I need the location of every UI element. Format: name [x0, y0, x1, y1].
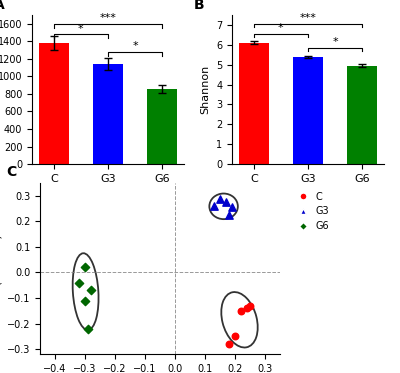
Text: *: * — [78, 24, 84, 34]
Point — [226, 341, 232, 347]
Text: ***: *** — [300, 13, 316, 23]
Point — [229, 204, 235, 210]
Point — [217, 197, 223, 203]
Bar — [347, 66, 377, 164]
Bar — [239, 43, 269, 164]
Point — [247, 303, 253, 309]
Y-axis label: PC2(15.17%): PC2(15.17%) — [0, 232, 1, 305]
Text: A: A — [0, 0, 5, 12]
Point — [76, 280, 82, 286]
Point — [85, 326, 91, 332]
Point — [82, 298, 88, 304]
Point — [223, 199, 229, 205]
Bar — [39, 43, 69, 164]
Text: C: C — [6, 165, 17, 179]
Text: *: * — [278, 23, 284, 33]
Point — [211, 203, 217, 209]
Bar — [93, 64, 123, 164]
Point — [238, 308, 244, 314]
Legend: C, G3, G6: C, G3, G6 — [290, 188, 334, 235]
Text: B: B — [194, 0, 205, 12]
Point — [88, 287, 94, 293]
Point — [244, 305, 250, 311]
Text: ***: *** — [100, 13, 116, 23]
Text: *: * — [332, 37, 338, 47]
Y-axis label: Shannon: Shannon — [200, 65, 210, 114]
Point — [232, 333, 238, 339]
Point — [226, 212, 232, 218]
Bar — [293, 57, 323, 164]
Point — [82, 264, 88, 270]
Text: *: * — [132, 41, 138, 51]
Bar — [147, 89, 177, 164]
